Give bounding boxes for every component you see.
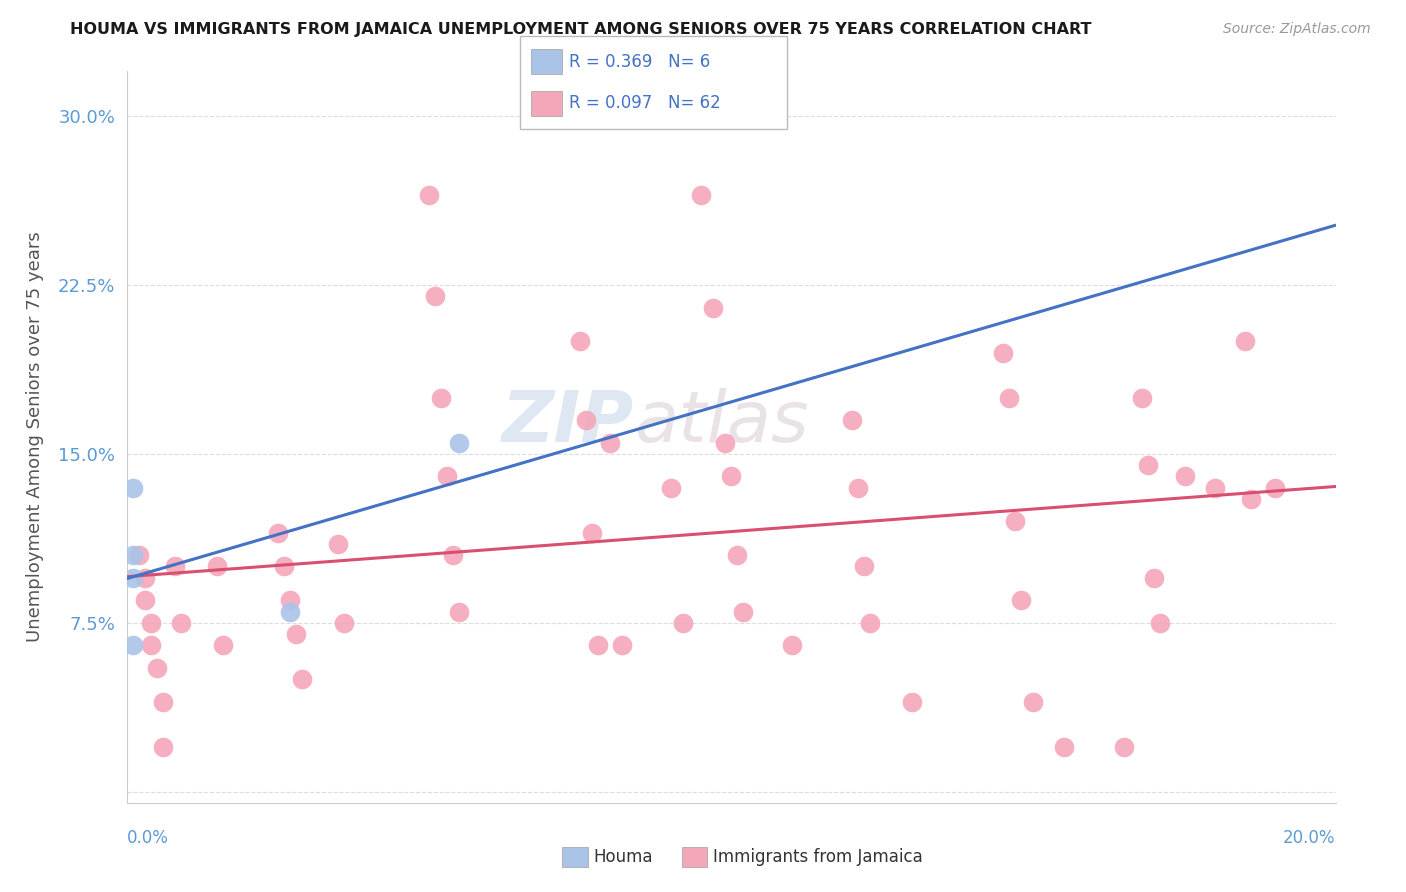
- Point: [134, 593, 156, 607]
- Point: [733, 605, 755, 619]
- Point: [170, 615, 193, 630]
- Point: [291, 672, 314, 686]
- Point: [672, 615, 695, 630]
- Point: [326, 537, 350, 551]
- Point: [436, 469, 458, 483]
- Point: [1173, 469, 1195, 483]
- Point: [1264, 481, 1286, 495]
- Point: [1204, 481, 1226, 495]
- Point: [128, 548, 150, 562]
- Text: Source: ZipAtlas.com: Source: ZipAtlas.com: [1223, 22, 1371, 37]
- Point: [859, 615, 882, 630]
- Point: [1143, 571, 1166, 585]
- Point: [581, 525, 603, 540]
- Point: [1053, 739, 1076, 754]
- Point: [1114, 739, 1136, 754]
- Point: [278, 605, 301, 619]
- Text: Houma: Houma: [593, 848, 652, 866]
- Point: [1240, 491, 1263, 506]
- Point: [993, 345, 1015, 359]
- Point: [423, 289, 446, 303]
- Point: [205, 559, 228, 574]
- Text: HOUMA VS IMMIGRANTS FROM JAMAICA UNEMPLOYMENT AMONG SENIORS OVER 75 YEARS CORREL: HOUMA VS IMMIGRANTS FROM JAMAICA UNEMPLO…: [70, 22, 1092, 37]
- Point: [720, 469, 742, 483]
- Point: [152, 694, 174, 708]
- Point: [725, 548, 748, 562]
- Point: [1234, 334, 1257, 349]
- Point: [121, 638, 143, 652]
- Point: [146, 661, 169, 675]
- Text: 20.0%: 20.0%: [1284, 830, 1336, 847]
- Point: [121, 548, 143, 562]
- Point: [841, 413, 863, 427]
- Point: [714, 435, 737, 450]
- Point: [441, 548, 464, 562]
- Point: [447, 605, 470, 619]
- Point: [134, 571, 156, 585]
- Text: ZIP: ZIP: [502, 388, 634, 457]
- Point: [780, 638, 803, 652]
- Point: [267, 525, 290, 540]
- Point: [121, 571, 143, 585]
- Point: [659, 481, 682, 495]
- Point: [702, 301, 724, 315]
- Text: R = 0.097   N= 62: R = 0.097 N= 62: [569, 95, 721, 112]
- Point: [1137, 458, 1160, 473]
- Point: [575, 413, 598, 427]
- Point: [1130, 391, 1153, 405]
- Point: [121, 481, 143, 495]
- Point: [1010, 593, 1032, 607]
- Point: [846, 481, 869, 495]
- Point: [278, 593, 301, 607]
- Point: [163, 559, 186, 574]
- Point: [901, 694, 924, 708]
- Text: atlas: atlas: [634, 388, 808, 457]
- Point: [568, 334, 592, 349]
- Point: [853, 559, 876, 574]
- Point: [430, 391, 453, 405]
- Point: [447, 435, 470, 450]
- Point: [333, 615, 356, 630]
- Point: [273, 559, 295, 574]
- Point: [586, 638, 609, 652]
- Point: [284, 627, 307, 641]
- Point: [1022, 694, 1045, 708]
- Point: [139, 638, 162, 652]
- Point: [612, 638, 634, 652]
- Point: [1149, 615, 1171, 630]
- Point: [418, 188, 440, 202]
- Point: [689, 188, 711, 202]
- Point: [998, 391, 1021, 405]
- Point: [599, 435, 621, 450]
- Point: [152, 739, 174, 754]
- Point: [212, 638, 235, 652]
- Text: Immigrants from Jamaica: Immigrants from Jamaica: [713, 848, 922, 866]
- Point: [1004, 515, 1026, 529]
- Point: [139, 615, 162, 630]
- Y-axis label: Unemployment Among Seniors over 75 years: Unemployment Among Seniors over 75 years: [27, 232, 44, 642]
- Text: R = 0.369   N= 6: R = 0.369 N= 6: [569, 53, 710, 70]
- Text: 0.0%: 0.0%: [127, 830, 169, 847]
